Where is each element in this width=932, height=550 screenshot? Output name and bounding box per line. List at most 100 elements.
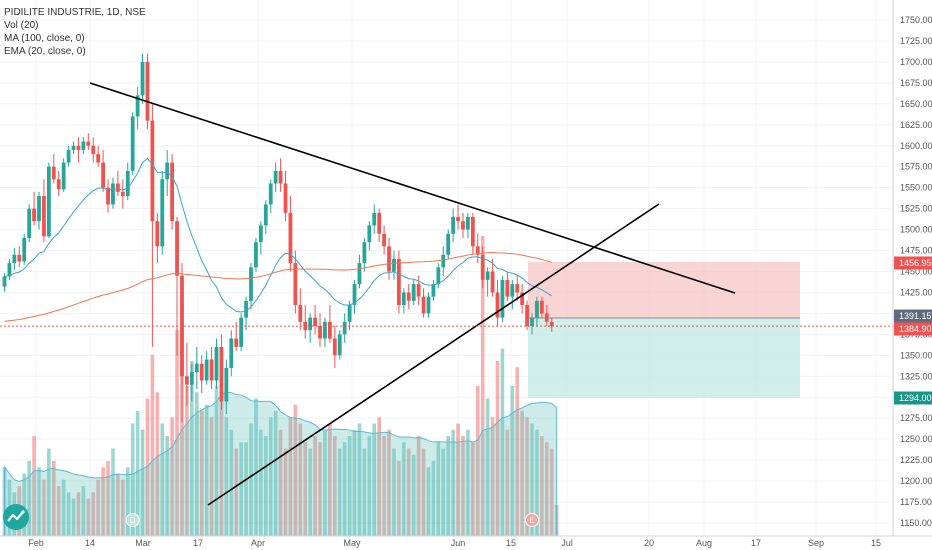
volume-bar: [303, 442, 308, 536]
candle-body: [308, 317, 313, 331]
descending-trendline[interactable]: [89, 82, 736, 294]
candle-body: [81, 141, 86, 150]
candle-body: [51, 166, 56, 180]
volume-bar: [456, 423, 460, 536]
volume-bar: [500, 348, 505, 536]
svg-text:1391.15: 1391.15: [899, 311, 932, 321]
candle-body: [96, 154, 101, 163]
price-tags: 1456.95 1391.15 1384.90 1294.00: [894, 256, 932, 405]
volume-bar: [308, 448, 312, 536]
candles: [2, 53, 554, 423]
volume-bars: [2, 236, 559, 536]
time-tick-label: Feb: [28, 538, 44, 548]
volume-bar: [313, 436, 317, 536]
candle-body: [436, 267, 441, 285]
volume-bar: [426, 467, 431, 536]
volume-bar: [431, 461, 436, 536]
volume-bar: [254, 398, 258, 536]
time-tick-label: 14: [85, 538, 95, 548]
candle-body: [475, 246, 480, 255]
volume-bar: [406, 448, 411, 536]
candle-body: [91, 145, 96, 155]
volume-bar: [194, 392, 199, 536]
volume-bar: [244, 442, 248, 536]
volume-bar: [530, 423, 534, 536]
volume-bar: [323, 429, 327, 536]
volume-study-label[interactable]: Vol (20): [4, 20, 39, 31]
volume-bar: [490, 417, 495, 536]
ascending-trendline[interactable]: [207, 203, 660, 506]
volume-bar: [56, 486, 61, 536]
candle-body: [397, 258, 401, 306]
volume-bar: [249, 423, 253, 536]
ema-study-label[interactable]: EMA (20, close, 0): [4, 46, 86, 57]
ma-study-label[interactable]: MA (100, close, 0): [4, 33, 85, 44]
volume-bar: [337, 448, 342, 536]
volume-bar: [357, 423, 362, 536]
candle-body: [362, 242, 367, 264]
candle-body: [2, 276, 7, 287]
volume-bar: [387, 429, 391, 536]
candle-body: [224, 367, 229, 402]
price-axis[interactable]: 1150.00 1175.00 1200.00 1225.00 1250.00 1275.…: [900, 15, 932, 528]
time-tick-label: 15: [506, 538, 516, 548]
candle-body: [421, 296, 426, 314]
price-tick-label: 1450.00: [900, 267, 932, 277]
candle-body: [470, 217, 475, 247]
tradingview-logo-icon[interactable]: [3, 504, 29, 530]
volume-bar: [229, 429, 234, 536]
stop-loss-zone[interactable]: [528, 262, 800, 318]
volume-bar: [333, 436, 337, 536]
candle-body: [111, 183, 115, 205]
candle-body: [86, 141, 91, 146]
time-tick-label: Jun: [451, 538, 466, 548]
volume-bar: [121, 479, 125, 536]
price-tick-label: 1525.00: [900, 204, 932, 214]
ema-20-line: [4, 157, 552, 313]
candle-body: [288, 212, 293, 264]
candle-body: [466, 217, 470, 230]
candle-body: [199, 363, 204, 381]
event-marker-e[interactable]: E: [525, 513, 540, 527]
event-marker-d[interactable]: D: [125, 513, 140, 527]
volume-bar: [382, 436, 386, 536]
volume-bar: [411, 454, 416, 536]
candle-body: [446, 233, 451, 255]
volume-bar: [160, 423, 165, 536]
candle-body: [140, 61, 145, 96]
candle-body: [155, 221, 160, 247]
volume-bar: [397, 461, 401, 536]
volume-bar: [436, 442, 441, 536]
candle-body: [441, 254, 446, 268]
risk-reward-zones[interactable]: [528, 262, 800, 398]
candle-body: [352, 284, 357, 306]
symbol-title[interactable]: PIDILITE INDUSTRIE, 1D, NSE: [4, 7, 146, 18]
time-tick-label: 15: [871, 538, 881, 548]
candle-body: [37, 196, 41, 222]
volume-bar: [224, 417, 229, 536]
volume-bar: [111, 448, 115, 536]
price-tick-label: 1500.00: [900, 225, 932, 235]
candle-body: [323, 321, 327, 339]
volume-bar: [81, 486, 86, 536]
price-tick-label: 1250.00: [900, 434, 932, 444]
candle-body: [416, 284, 421, 297]
volume-bar: [125, 467, 130, 536]
target-zone[interactable]: [528, 318, 800, 398]
time-tick-label: Mar: [135, 538, 151, 548]
time-axis[interactable]: Feb 14 Mar 17 Apr May Jun 15 Jul 20 Aug 17 Sep 15: [28, 538, 881, 548]
candle-body: [150, 120, 155, 222]
candle-body: [411, 284, 416, 301]
price-tick-label: 1625.00: [900, 120, 932, 130]
svg-text:E: E: [529, 516, 534, 525]
candle-body: [318, 325, 322, 339]
volume-bar: [540, 436, 544, 536]
candle-body: [293, 263, 298, 306]
volume-bar: [42, 479, 46, 536]
volume-bar: [505, 429, 510, 536]
candle-body: [32, 208, 36, 222]
price-tick-label: 1550.00: [900, 183, 932, 193]
volume-bar: [91, 492, 96, 536]
